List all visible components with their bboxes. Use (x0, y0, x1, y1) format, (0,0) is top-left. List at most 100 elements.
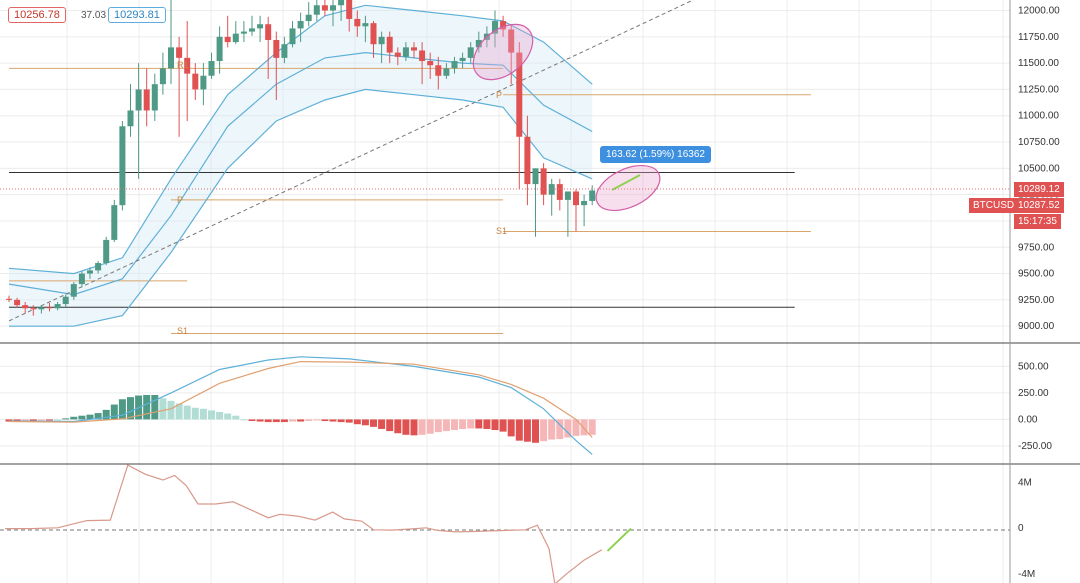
candle-body (573, 191, 579, 206)
pivot-lines (9, 67, 811, 335)
y-axis-tick-label: 11250.00 (1018, 84, 1059, 95)
macd-histogram-bar (410, 419, 418, 436)
candle-body (346, 0, 353, 19)
pivot-label-p-left: P (177, 195, 183, 205)
y-axis-tick-label: 0.00 (1018, 414, 1038, 425)
candle-body (475, 39, 482, 48)
candle-body (168, 47, 174, 69)
candle-body (394, 52, 401, 57)
macd-histogram-bar (240, 419, 248, 421)
candle-body (208, 61, 215, 76)
macd-histogram-bar (70, 416, 78, 420)
macd-panel[interactable] (5, 356, 596, 455)
macd-histogram-bar (151, 395, 159, 420)
macd-histogram-bar (29, 419, 37, 422)
macd-histogram-bar (127, 397, 134, 420)
projection-line-volume[interactable] (606, 527, 632, 552)
candle-body (467, 47, 474, 58)
y-axis-tick-label: 9750.00 (1018, 242, 1055, 253)
candle-body (500, 21, 507, 30)
candle-body (427, 61, 434, 66)
candle-body (54, 304, 61, 309)
macd-histogram-bar (313, 419, 321, 421)
macd-histogram-bar (475, 419, 483, 429)
macd-histogram-bar (451, 419, 458, 431)
chart-grid (0, 0, 1010, 583)
candle-body (70, 284, 77, 297)
candle-body (451, 61, 458, 69)
macd-histogram-bar (394, 419, 402, 434)
macd-histogram-bar (256, 419, 264, 422)
pivot-label-r1: R1 (177, 60, 189, 70)
macd-histogram-bar (191, 407, 199, 420)
trend-line[interactable] (8, 0, 738, 322)
ask-price-box[interactable]: 10293.81 (108, 7, 166, 23)
candle-body (443, 68, 450, 76)
candle-body (564, 191, 571, 200)
macd-histogram-bar (370, 419, 377, 427)
candle-body (249, 28, 255, 32)
macd-histogram-bar (532, 419, 539, 443)
candle-body (38, 307, 45, 310)
y-axis-tick-label: 10750.00 (1018, 137, 1060, 148)
macd-histogram-bar (297, 419, 305, 422)
candle-body (378, 36, 385, 45)
candle-body (232, 33, 239, 43)
candle-body (459, 57, 466, 62)
macd-histogram-bar (37, 419, 45, 421)
candle-body (265, 24, 272, 40)
price-axis[interactable]: 12000.00 11750.00 11500.00 11250.00 11000.00… (1018, 6, 1060, 580)
price-panel[interactable]: R1 P S1 P S1 (0, 0, 1010, 336)
macd-histogram-bar (540, 419, 548, 442)
pivot-label-s1-left: S1 (177, 326, 188, 336)
macd-histogram-bar (143, 395, 151, 420)
candle-body (516, 52, 523, 137)
candle-body (62, 296, 69, 305)
highlight-ellipse-bottom[interactable] (589, 156, 667, 219)
volume-oscillator-panel[interactable] (0, 464, 1010, 583)
macd-histogram-bar (467, 419, 475, 429)
candle-body (435, 65, 442, 76)
candle-body (419, 50, 426, 62)
projection-line-price[interactable] (611, 174, 641, 191)
macd-histogram-bar (523, 419, 531, 442)
y-axis-tick-label: 10500.00 (1018, 163, 1060, 174)
candle-body (281, 44, 288, 58)
macd-histogram-bar (564, 419, 572, 438)
y-axis-tick-label: 0 (1018, 523, 1024, 534)
pivot-label-p-right: P (496, 90, 502, 100)
macd-histogram-bar (272, 419, 280, 423)
macd-histogram-bar (167, 400, 175, 420)
macd-histogram-bar (224, 413, 232, 420)
candle-body (30, 308, 37, 310)
candle-body (386, 36, 393, 53)
macd-histogram-bar (264, 419, 272, 423)
candle-body (224, 36, 231, 43)
candle-body (78, 273, 85, 285)
macd-histogram-bar (459, 419, 467, 429)
macd-histogram-bar (418, 419, 426, 435)
candle-body (151, 84, 158, 111)
candle-body (135, 89, 142, 111)
macd-histogram-bar (94, 413, 102, 420)
candle-body (313, 5, 320, 15)
highlight-ellipse-top[interactable] (463, 13, 543, 90)
candle-body (22, 305, 29, 309)
lower-band-line (9, 88, 593, 327)
macd-histogram-bar (5, 419, 13, 422)
candle-body (143, 89, 150, 111)
macd-histogram-bar (102, 409, 110, 420)
bid-price-box[interactable]: 10256.78 (8, 7, 66, 23)
macd-histogram-bar (548, 419, 556, 440)
y-axis-tick-label: 250.00 (1018, 388, 1049, 399)
macd-histogram (5, 395, 596, 443)
price-tag-bottom: 10287.52 (1014, 198, 1064, 213)
macd-histogram-bar (305, 419, 313, 422)
macd-line (8, 356, 593, 455)
macd-histogram-bar (378, 419, 386, 429)
macd-histogram-bar (280, 419, 288, 423)
candle-body (87, 270, 93, 274)
macd-histogram-bar (434, 419, 442, 433)
candle-body (581, 200, 588, 206)
